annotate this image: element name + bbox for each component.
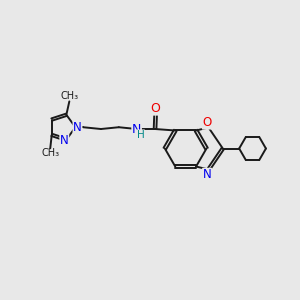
Text: N: N: [132, 122, 141, 136]
Text: N: N: [73, 121, 82, 134]
Text: O: O: [202, 116, 212, 129]
Text: H: H: [136, 130, 144, 140]
Text: N: N: [60, 134, 69, 147]
Text: O: O: [151, 102, 160, 115]
Text: CH₃: CH₃: [60, 92, 78, 101]
Text: CH₃: CH₃: [41, 148, 59, 158]
Text: N: N: [203, 168, 212, 182]
